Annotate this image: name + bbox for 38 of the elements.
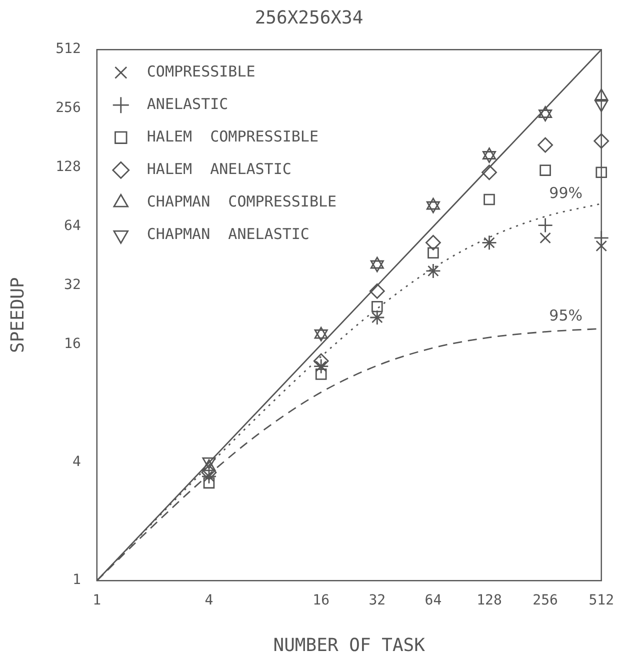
point xyxy=(540,164,551,176)
chart-title: 256X256X34 xyxy=(254,7,364,28)
y-tick-label: 512 xyxy=(56,41,81,58)
y-tick-label: 4 xyxy=(72,454,81,470)
legend-label: HALEM ANELASTIC xyxy=(146,160,292,178)
x-tick-label: 32 xyxy=(368,592,386,609)
x-tick-label: 16 xyxy=(312,592,330,609)
point xyxy=(315,368,327,380)
point xyxy=(372,300,383,312)
annotation: 95% xyxy=(549,306,583,324)
legend-label: HALEM COMPRESSIBLE xyxy=(146,127,318,146)
y-tick-label: 1 xyxy=(72,572,81,588)
y-tick-label: 128 xyxy=(56,159,81,176)
x-tick-label: 128 xyxy=(476,592,502,609)
point xyxy=(369,283,385,299)
x-axis-title: NUMBER OF TASK xyxy=(273,634,426,656)
x-tick-label: 512 xyxy=(588,592,614,609)
annotation: 99% xyxy=(549,184,583,202)
x-tick-label: 64 xyxy=(424,592,442,609)
point xyxy=(484,194,495,206)
point xyxy=(428,247,439,259)
y-axis-title: SPEEDUP xyxy=(7,277,28,354)
legend-label: ANELASTIC xyxy=(146,94,228,113)
legend-label: CHAPMAN COMPRESSIBLE xyxy=(146,192,337,210)
legend-label: CHAPMAN ANELASTIC xyxy=(146,224,310,243)
y-tick-label: 16 xyxy=(64,336,81,352)
point xyxy=(426,234,441,250)
y-tick-label: 32 xyxy=(64,277,81,294)
point xyxy=(482,164,497,180)
point xyxy=(538,137,554,153)
y-tick-label: 64 xyxy=(64,218,81,234)
legend-label: COMPRESSIBLE xyxy=(146,62,256,80)
point xyxy=(596,166,608,178)
point xyxy=(594,133,610,149)
y-tick-label: 256 xyxy=(56,100,81,116)
x-tick-label: 4 xyxy=(204,592,214,609)
x-tick-label: 1 xyxy=(92,592,102,609)
x-tick-label: 256 xyxy=(532,592,558,609)
